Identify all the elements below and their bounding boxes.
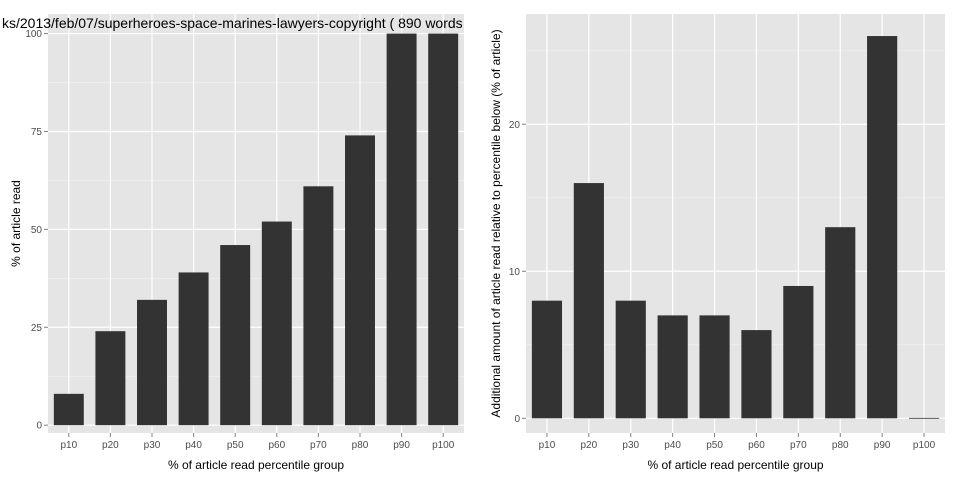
bar-p80 bbox=[345, 135, 375, 426]
y-axis-label: % of article read bbox=[9, 180, 23, 267]
x-tick-label: p30 bbox=[144, 440, 161, 451]
bar-p30 bbox=[137, 299, 167, 426]
x-tick-label: p40 bbox=[185, 440, 202, 451]
x-tick-label: p80 bbox=[352, 440, 369, 451]
x-tick-label: p90 bbox=[874, 440, 891, 451]
x-tick-label: p60 bbox=[748, 440, 765, 451]
x-tick-label: p80 bbox=[832, 440, 849, 451]
bar-p80 bbox=[825, 227, 856, 419]
bar-p60 bbox=[261, 221, 292, 426]
y-tick-label: 50 bbox=[31, 225, 43, 236]
x-tick-label: p50 bbox=[706, 440, 723, 451]
x-tick-label: p40 bbox=[664, 440, 681, 451]
x-tick-label: p20 bbox=[102, 440, 119, 451]
x-tick-label: p100 bbox=[913, 440, 936, 451]
bar-p20 bbox=[573, 183, 604, 419]
bar-p10 bbox=[53, 393, 84, 426]
bar-p30 bbox=[615, 300, 646, 419]
bar-p50 bbox=[220, 245, 251, 426]
y-tick-label: 20 bbox=[509, 120, 521, 131]
x-tick-label: p100 bbox=[432, 440, 455, 451]
left-chart: 0 25 50 75 100 p10 p20 p30 p40 p50 p60 p70 p80 p90 p10… bbox=[2, 14, 464, 472]
bar-p90 bbox=[867, 36, 898, 419]
bar-p40 bbox=[657, 315, 688, 419]
bar-p50 bbox=[699, 315, 730, 419]
x-tick-label: p10 bbox=[539, 440, 556, 451]
y-tick-label: 100 bbox=[25, 29, 42, 40]
bar-p100 bbox=[908, 417, 940, 419]
bar-p60 bbox=[741, 330, 772, 419]
x-tick-label: p70 bbox=[790, 440, 807, 451]
y-tick-label: 75 bbox=[31, 127, 43, 138]
y-tick-label: 0 bbox=[514, 414, 520, 425]
x-tick-label: p90 bbox=[393, 440, 410, 451]
y-axis-label: Additional amount of article read relati… bbox=[489, 29, 503, 417]
right-chart: 0 10 20 p10 p20 p30 p40 p50 p60 p70 p80 p90 p100 % of… bbox=[489, 14, 945, 472]
x-tick-label: p30 bbox=[622, 440, 639, 451]
x-tick-label: p70 bbox=[310, 440, 327, 451]
bar-p70 bbox=[303, 186, 334, 426]
x-tick-label: p10 bbox=[60, 440, 77, 451]
x-tick-label: p20 bbox=[581, 440, 598, 451]
bar-p70 bbox=[783, 285, 814, 419]
chart-title: ks/2013/feb/07/superheroes-space-marines… bbox=[2, 15, 463, 31]
y-tick-label: 0 bbox=[36, 421, 42, 432]
bar-p100 bbox=[428, 33, 459, 426]
x-tick-label: p50 bbox=[227, 440, 244, 451]
x-axis-label: % of article read percentile group bbox=[168, 458, 344, 472]
y-tick-label: 10 bbox=[509, 267, 521, 278]
x-axis-label: % of article read percentile group bbox=[647, 458, 823, 472]
bar-p90 bbox=[386, 33, 417, 426]
bar-p40 bbox=[178, 272, 209, 426]
y-tick-label: 25 bbox=[31, 323, 43, 334]
bar-p10 bbox=[531, 300, 563, 419]
bar-p20 bbox=[95, 331, 126, 426]
x-tick-label: p60 bbox=[268, 440, 285, 451]
